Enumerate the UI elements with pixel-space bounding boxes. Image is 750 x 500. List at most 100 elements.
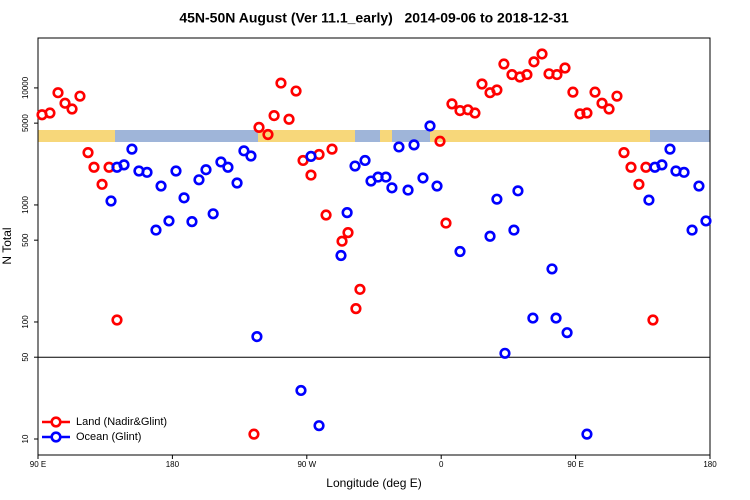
point <box>350 303 362 315</box>
point <box>512 185 524 197</box>
point <box>44 107 56 119</box>
point <box>126 143 138 155</box>
legend-label: Ocean (Glint) <box>76 431 141 443</box>
point <box>440 217 452 229</box>
point <box>200 164 212 176</box>
point <box>238 145 250 157</box>
point <box>231 177 243 189</box>
point <box>551 68 563 81</box>
point <box>408 139 420 151</box>
y-tick-label: 1000 <box>21 195 30 213</box>
point <box>380 171 392 183</box>
y-axis-label: N Total <box>0 227 14 264</box>
point <box>469 107 481 119</box>
x-tick-label: 90 E <box>567 460 583 469</box>
point <box>335 249 347 262</box>
point <box>446 98 458 110</box>
point <box>52 87 64 99</box>
point <box>295 384 307 397</box>
point <box>686 224 698 236</box>
point <box>251 330 263 343</box>
point <box>141 166 153 178</box>
map-strip <box>38 130 710 142</box>
point <box>305 150 317 162</box>
point <box>640 161 652 173</box>
point <box>434 135 446 147</box>
point <box>417 172 429 184</box>
point <box>567 86 579 98</box>
point <box>603 103 615 115</box>
point <box>349 160 361 172</box>
x-tick-label: 180 <box>703 460 717 469</box>
point <box>484 230 496 242</box>
point <box>245 150 257 162</box>
point <box>215 156 227 168</box>
point <box>59 97 71 109</box>
x-tick-label: 90 E <box>30 460 46 469</box>
point <box>476 78 488 90</box>
point <box>336 235 348 247</box>
point <box>320 209 332 221</box>
land-strip <box>430 130 650 142</box>
plot-frame <box>37 37 711 456</box>
point <box>536 48 548 60</box>
land-strip <box>38 130 115 142</box>
point <box>178 192 190 204</box>
point <box>693 180 705 192</box>
legend-marker <box>50 431 62 443</box>
point <box>150 224 162 236</box>
point <box>559 62 571 74</box>
point <box>163 215 175 227</box>
point <box>546 263 558 275</box>
point <box>521 68 533 81</box>
y-tick-label: 10000 <box>21 76 30 99</box>
y-tick-label: 5000 <box>21 114 30 132</box>
point <box>678 166 690 178</box>
point <box>96 178 108 190</box>
legend-marker <box>50 416 62 428</box>
x-axis-label: Longitude (deg E) <box>326 476 421 490</box>
point <box>342 227 354 239</box>
point <box>393 141 405 153</box>
point <box>625 161 637 173</box>
point <box>262 128 274 141</box>
point <box>118 159 130 171</box>
point <box>359 154 371 167</box>
point <box>222 161 234 173</box>
point <box>643 194 655 206</box>
point <box>581 107 593 119</box>
land-strip <box>380 130 392 142</box>
point <box>253 121 265 133</box>
point <box>633 178 645 190</box>
x-tick-label: 180 <box>166 460 180 469</box>
point <box>499 347 511 359</box>
point <box>656 159 668 171</box>
point <box>454 245 466 258</box>
point <box>664 143 676 155</box>
point <box>508 224 520 236</box>
chart-title: 45N-50N August (Ver 11.1_early) 2014-09-… <box>179 10 569 26</box>
point <box>431 180 443 192</box>
point <box>155 180 167 192</box>
point <box>528 56 540 68</box>
point <box>491 193 503 205</box>
point <box>275 77 287 89</box>
point <box>581 428 593 440</box>
land-strip <box>258 130 355 142</box>
x-tick-label: 0 <box>439 460 444 469</box>
point <box>248 428 260 440</box>
point <box>341 207 353 219</box>
legend-label: Land (Nadir&Glint) <box>76 416 167 428</box>
point <box>527 312 539 324</box>
point <box>82 147 94 159</box>
point <box>647 314 659 326</box>
y-tick-label: 500 <box>21 233 30 247</box>
y-tick-label: 10 <box>21 434 30 443</box>
point <box>550 312 562 324</box>
point <box>596 97 608 109</box>
point <box>589 86 601 98</box>
point <box>74 90 86 102</box>
point <box>491 84 503 96</box>
point <box>305 169 317 181</box>
point <box>498 58 510 70</box>
